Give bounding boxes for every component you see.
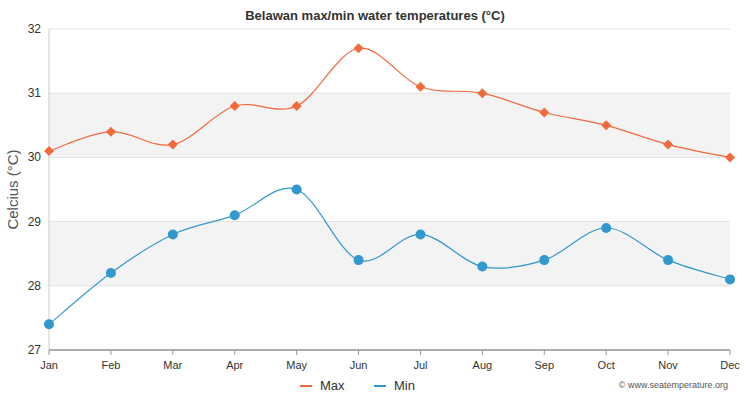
x-tick-label: Oct [598, 359, 615, 371]
marker [44, 319, 54, 329]
x-tick [606, 350, 607, 355]
marker [539, 107, 549, 117]
x-tick [172, 350, 173, 355]
x-tick [482, 350, 483, 355]
legend-swatch [300, 385, 312, 387]
x-tick [49, 350, 50, 355]
marker [230, 101, 240, 111]
grid-line [49, 157, 730, 158]
legend-swatch [374, 385, 386, 387]
x-tick [358, 350, 359, 355]
x-tick-label: Feb [101, 359, 120, 371]
y-tick-label: 32 [28, 22, 42, 36]
x-tick [110, 350, 111, 355]
x-tick-label: Apr [226, 359, 243, 371]
marker [539, 255, 549, 265]
legend-label: Min [394, 378, 415, 393]
marker [292, 101, 302, 111]
x-tick-label: Dec [720, 359, 740, 371]
marker [725, 274, 735, 284]
x-tick [420, 350, 421, 355]
x-tick [296, 350, 297, 355]
marker [601, 120, 611, 130]
legend-label: Max [320, 378, 345, 393]
marker [663, 255, 673, 265]
marker [601, 223, 611, 233]
marker [44, 146, 54, 156]
marker [168, 229, 178, 239]
x-tick-label: Mar [163, 359, 182, 371]
x-tick-label: Aug [473, 359, 493, 371]
x-tick-label: Sep [534, 359, 554, 371]
grid-line [49, 285, 730, 286]
marker [106, 268, 116, 278]
x-tick [668, 350, 669, 355]
marker [477, 262, 487, 272]
marker [725, 152, 735, 162]
x-tick [730, 350, 731, 355]
series-line [49, 48, 730, 157]
title: Belawan max/min water temperatures (°C) [245, 8, 505, 23]
grid-line [49, 29, 730, 30]
y-tick-label: 27 [28, 343, 42, 357]
x-tick [544, 350, 545, 355]
x-tick-label: Jul [413, 359, 427, 371]
annotation: © www.seatemperature.org [619, 380, 728, 390]
legend: Max Min [300, 378, 415, 393]
x-tick-label: Jan [40, 359, 58, 371]
marker [354, 255, 364, 265]
marker [230, 210, 240, 220]
y-tick-label: 29 [28, 215, 42, 229]
marker [415, 229, 425, 239]
chart: 27 28 29 30 31 32 Jan Feb Mar Apr May Jun Jul Aug Sep O… [0, 0, 750, 400]
x-tick [234, 350, 235, 355]
marker [477, 88, 487, 98]
y-tick-label: 31 [28, 86, 42, 100]
series-line [49, 188, 730, 324]
grid-band [49, 222, 730, 286]
marker [292, 185, 302, 195]
grid-band [49, 93, 730, 157]
grid-line [49, 221, 730, 222]
x-axis-line [49, 349, 730, 351]
y-axis-line [49, 29, 50, 350]
marker [354, 43, 364, 53]
marker [168, 140, 178, 150]
y-tick-label: 28 [28, 279, 42, 293]
series-group [44, 43, 735, 329]
x-tick-label: May [286, 359, 307, 371]
marker [663, 140, 673, 150]
x-tick-label: Nov [658, 359, 678, 371]
marker [106, 127, 116, 137]
marker [415, 82, 425, 92]
grid-line [49, 350, 730, 351]
x-tick-label: Jun [350, 359, 368, 371]
y-axis-label: Celcius (°C) [4, 149, 21, 229]
chart-root: 27 28 29 30 31 32 Jan Feb Mar Apr May Jun Jul Aug Sep O… [0, 0, 750, 400]
grid-line [49, 93, 730, 94]
y-tick-label: 30 [28, 150, 42, 164]
